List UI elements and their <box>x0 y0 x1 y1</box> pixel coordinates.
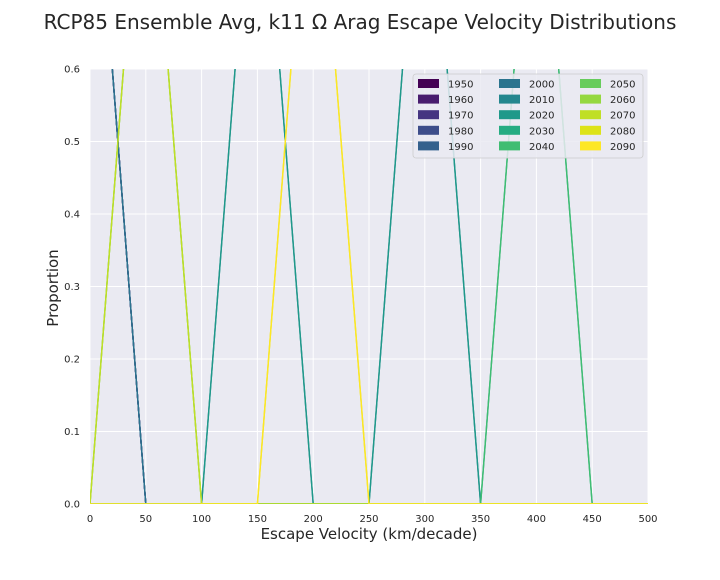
series-layer <box>90 69 648 504</box>
legend-swatch-1950 <box>418 79 439 88</box>
legend-label-2060: 2060 <box>610 95 635 106</box>
legend-swatch-1990 <box>418 141 439 151</box>
x-tick-label: 0 <box>87 514 93 525</box>
y-tick-label: 0.0 <box>64 500 80 511</box>
legend-swatch-2090 <box>580 141 601 151</box>
legend-swatch-2000 <box>499 79 520 88</box>
legend-swatch-2010 <box>499 94 520 104</box>
x-tick-label: 400 <box>527 514 546 525</box>
legend-label-1990: 1990 <box>448 142 473 153</box>
legend-swatch-2070 <box>580 110 601 120</box>
x-tick-label: 250 <box>359 514 378 525</box>
legend-swatch-2020 <box>499 110 520 120</box>
y-tick-label: 0.2 <box>64 355 80 366</box>
series-line-2070 <box>90 69 648 504</box>
legend-swatch-2030 <box>499 125 520 135</box>
legend-swatch-2080 <box>580 125 601 135</box>
legend-label-1960: 1960 <box>448 95 473 106</box>
x-axis-label: Escape Velocity (km/decade) <box>261 525 478 543</box>
legend-label-1980: 1980 <box>448 126 473 137</box>
legend-label-2030: 2030 <box>529 126 554 137</box>
axes: 0 50 100 150 200 250 300 350 400 450 500 0.0 0.1 0.2 0… <box>64 65 657 526</box>
x-tick-label: 150 <box>248 514 267 525</box>
y-tick-label: 0.3 <box>64 282 80 293</box>
legend-swatch-1980 <box>418 125 439 135</box>
x-tick-label: 300 <box>415 514 434 525</box>
legend-label-2050: 2050 <box>610 80 635 91</box>
legend-swatch-2060 <box>580 94 601 104</box>
legend-label-2020: 2020 <box>529 111 554 122</box>
x-tick-label: 350 <box>471 514 490 525</box>
legend-swatch-2050 <box>580 79 601 88</box>
legend-label-2000: 2000 <box>529 80 554 91</box>
legend-label-2080: 2080 <box>610 126 635 137</box>
y-tick-label: 0.1 <box>64 427 80 438</box>
legend-swatch-2040 <box>499 141 520 151</box>
legend-label-2070: 2070 <box>610 111 635 122</box>
y-tick-label: 0.4 <box>64 210 80 221</box>
y-axis-label: Proportion <box>44 249 62 326</box>
legend: 1950 1960 1970 1980 1990 2000 2010 2020 2030 2040… <box>412 73 644 159</box>
legend-swatch-1960 <box>418 94 439 104</box>
legend-label-1970: 1970 <box>448 111 473 122</box>
legend-label-1950: 1950 <box>448 80 473 91</box>
legend-label-2040: 2040 <box>529 142 554 153</box>
legend-label-2010: 2010 <box>529 95 554 106</box>
legend-label-2090: 2090 <box>610 142 635 153</box>
x-tick-label: 200 <box>304 514 323 525</box>
x-tick-label: 450 <box>583 514 602 525</box>
x-tick-label: 500 <box>638 514 657 525</box>
chart-title: RCP85 Ensemble Avg, k11 Ω Arag Escape Ve… <box>44 10 677 34</box>
x-tick-label: 100 <box>192 514 211 525</box>
legend-swatch-1970 <box>418 110 439 120</box>
x-tick-label: 50 <box>139 514 152 525</box>
y-tick-label: 0.5 <box>64 137 80 148</box>
y-tick-label: 0.6 <box>64 65 80 76</box>
